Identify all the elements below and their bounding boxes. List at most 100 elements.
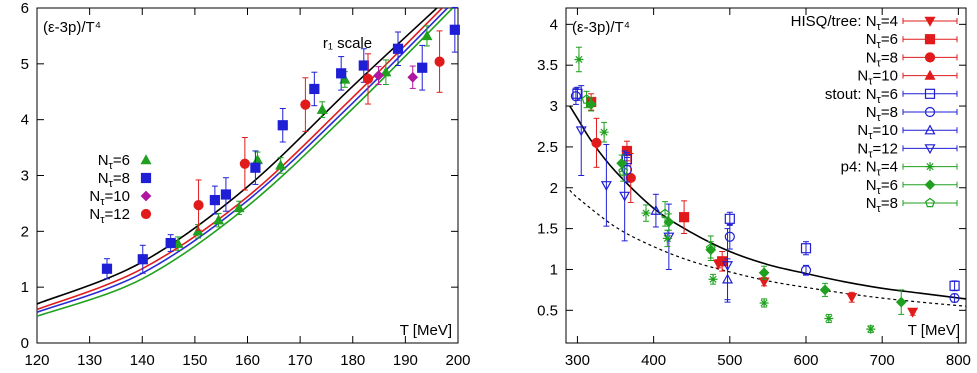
- data-point: [251, 154, 264, 165]
- data-point: [277, 120, 288, 131]
- data-point: [421, 30, 433, 41]
- legend-label: Nτ=10: [857, 68, 898, 88]
- y-tick-label: 2: [550, 180, 558, 197]
- data-point: [660, 208, 671, 219]
- legend-marker: [924, 144, 936, 155]
- annotation-label: r₁ scale: [323, 35, 372, 52]
- data-point: [819, 284, 831, 296]
- data-point: [362, 73, 374, 85]
- series: [193, 30, 445, 231]
- y-tick-label: 2.5: [537, 139, 558, 156]
- legend-marker: [924, 88, 936, 99]
- data-point: [800, 265, 812, 276]
- y-tick-label: 4: [21, 112, 29, 129]
- legend-label: Nτ=8: [98, 170, 130, 190]
- y-axis: 0 1 2 3 4 5 6: [21, 0, 458, 352]
- data-point: [866, 324, 876, 334]
- data-point: [239, 158, 250, 169]
- data-point: [275, 159, 287, 170]
- x-tick-label: 500: [717, 352, 742, 369]
- data-points: [570, 46, 960, 334]
- y-tick-label: 5: [21, 56, 29, 73]
- data-point: [575, 126, 587, 137]
- x-tick-label: 200: [445, 352, 470, 369]
- data-point: [209, 194, 220, 206]
- legend-label: Nτ=12: [857, 140, 898, 160]
- legend-label: Nτ=8: [866, 195, 898, 215]
- y-tick-label: 1: [550, 261, 558, 278]
- legend-group: p4:: [841, 159, 866, 176]
- legend-marker: [924, 16, 936, 27]
- series: [581, 90, 716, 261]
- data-point: [434, 56, 445, 67]
- y-tick-label: 3: [550, 98, 558, 115]
- x-tick-label: 160: [235, 352, 260, 369]
- y-axis: 0.5 1 1.5 2 2.5 3 3.5 4: [537, 16, 966, 319]
- inner-label: (ε-3p)/T⁴: [43, 19, 101, 36]
- x-tick-label: 700: [870, 352, 895, 369]
- legend-label: stout: Nτ=6: [825, 86, 898, 106]
- data-point: [621, 164, 633, 175]
- data-point: [705, 242, 716, 253]
- x-tick-label: 130: [77, 352, 102, 369]
- x-tick-label: 170: [288, 352, 313, 369]
- x-axis: 120 130 140 150 160 170 180 190 200: [24, 8, 471, 369]
- x-axis-label: T [MeV]: [908, 322, 960, 339]
- data-point: [662, 233, 672, 243]
- data-point: [407, 71, 419, 83]
- data-point: [213, 214, 225, 225]
- star-mark-path: [641, 208, 651, 218]
- series: [373, 65, 419, 89]
- star-mark-path: [925, 162, 935, 172]
- star-mark-path: [574, 54, 584, 64]
- x-axis: 300 400 500 600 700 800: [565, 8, 971, 369]
- data-point: [619, 191, 631, 202]
- legend-label: Nτ=10: [857, 122, 898, 142]
- legend-label: Nτ=6: [866, 177, 898, 197]
- data-point: [570, 91, 582, 102]
- star-mark-path: [599, 127, 609, 137]
- data-point: [193, 199, 204, 211]
- series: [586, 93, 728, 272]
- data-point: [165, 237, 176, 249]
- legend-marker: [925, 162, 935, 172]
- legend-label: Nτ=10: [89, 188, 130, 208]
- inner-label: (ε-3p)/T⁴: [572, 19, 630, 36]
- series: [712, 259, 919, 318]
- data-point: [316, 103, 328, 114]
- legend-group: HISQ/tree:: [791, 13, 866, 30]
- data-point: [380, 66, 392, 77]
- y-tick-label: 1.5: [537, 221, 558, 238]
- data-point: [824, 313, 834, 323]
- data-point: [600, 181, 612, 192]
- data-point: [392, 43, 404, 54]
- data-point: [172, 237, 184, 248]
- x-tick-label: 150: [182, 352, 207, 369]
- data-point: [895, 296, 907, 308]
- data-point: [678, 212, 690, 223]
- x-tick-label: 180: [340, 352, 365, 369]
- y-tick-label: 6: [21, 0, 29, 17]
- legend-label: Nτ=12: [89, 206, 130, 226]
- legend-label: Nτ=6: [866, 31, 898, 51]
- data-point: [724, 213, 735, 224]
- legend-label: Nτ=6: [98, 152, 130, 172]
- data-point: [449, 24, 460, 35]
- series: [570, 87, 960, 304]
- x-tick-label: 400: [641, 352, 666, 369]
- x-tick-label: 190: [393, 352, 418, 369]
- y-tick-label: 4: [550, 16, 558, 33]
- data-point: [949, 280, 960, 291]
- model-curve: [569, 189, 966, 307]
- data-point: [650, 204, 662, 215]
- y-tick-label: 2: [21, 223, 29, 240]
- data-point: [625, 172, 636, 184]
- star-mark-path: [662, 233, 672, 243]
- legend-label: HISQ/tree: Nτ=4: [791, 13, 898, 33]
- data-point: [949, 292, 960, 304]
- x-tick-label: 120: [24, 352, 49, 369]
- legend-marker: [924, 106, 936, 118]
- data-point: [192, 225, 204, 236]
